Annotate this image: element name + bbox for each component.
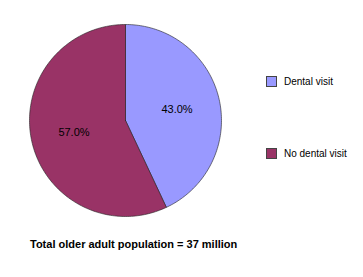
html-text:Dental visit: Dental visit [284, 75, 333, 87]
html-text:No dental visit: No dental visit [284, 147, 347, 159]
html-text:Total older adult population =: Total older adult population = 37 millio… [30, 238, 238, 250]
svg-text:57.0%: 57.0% [58, 126, 89, 138]
svg-text:43.0%: 43.0% [161, 103, 192, 115]
